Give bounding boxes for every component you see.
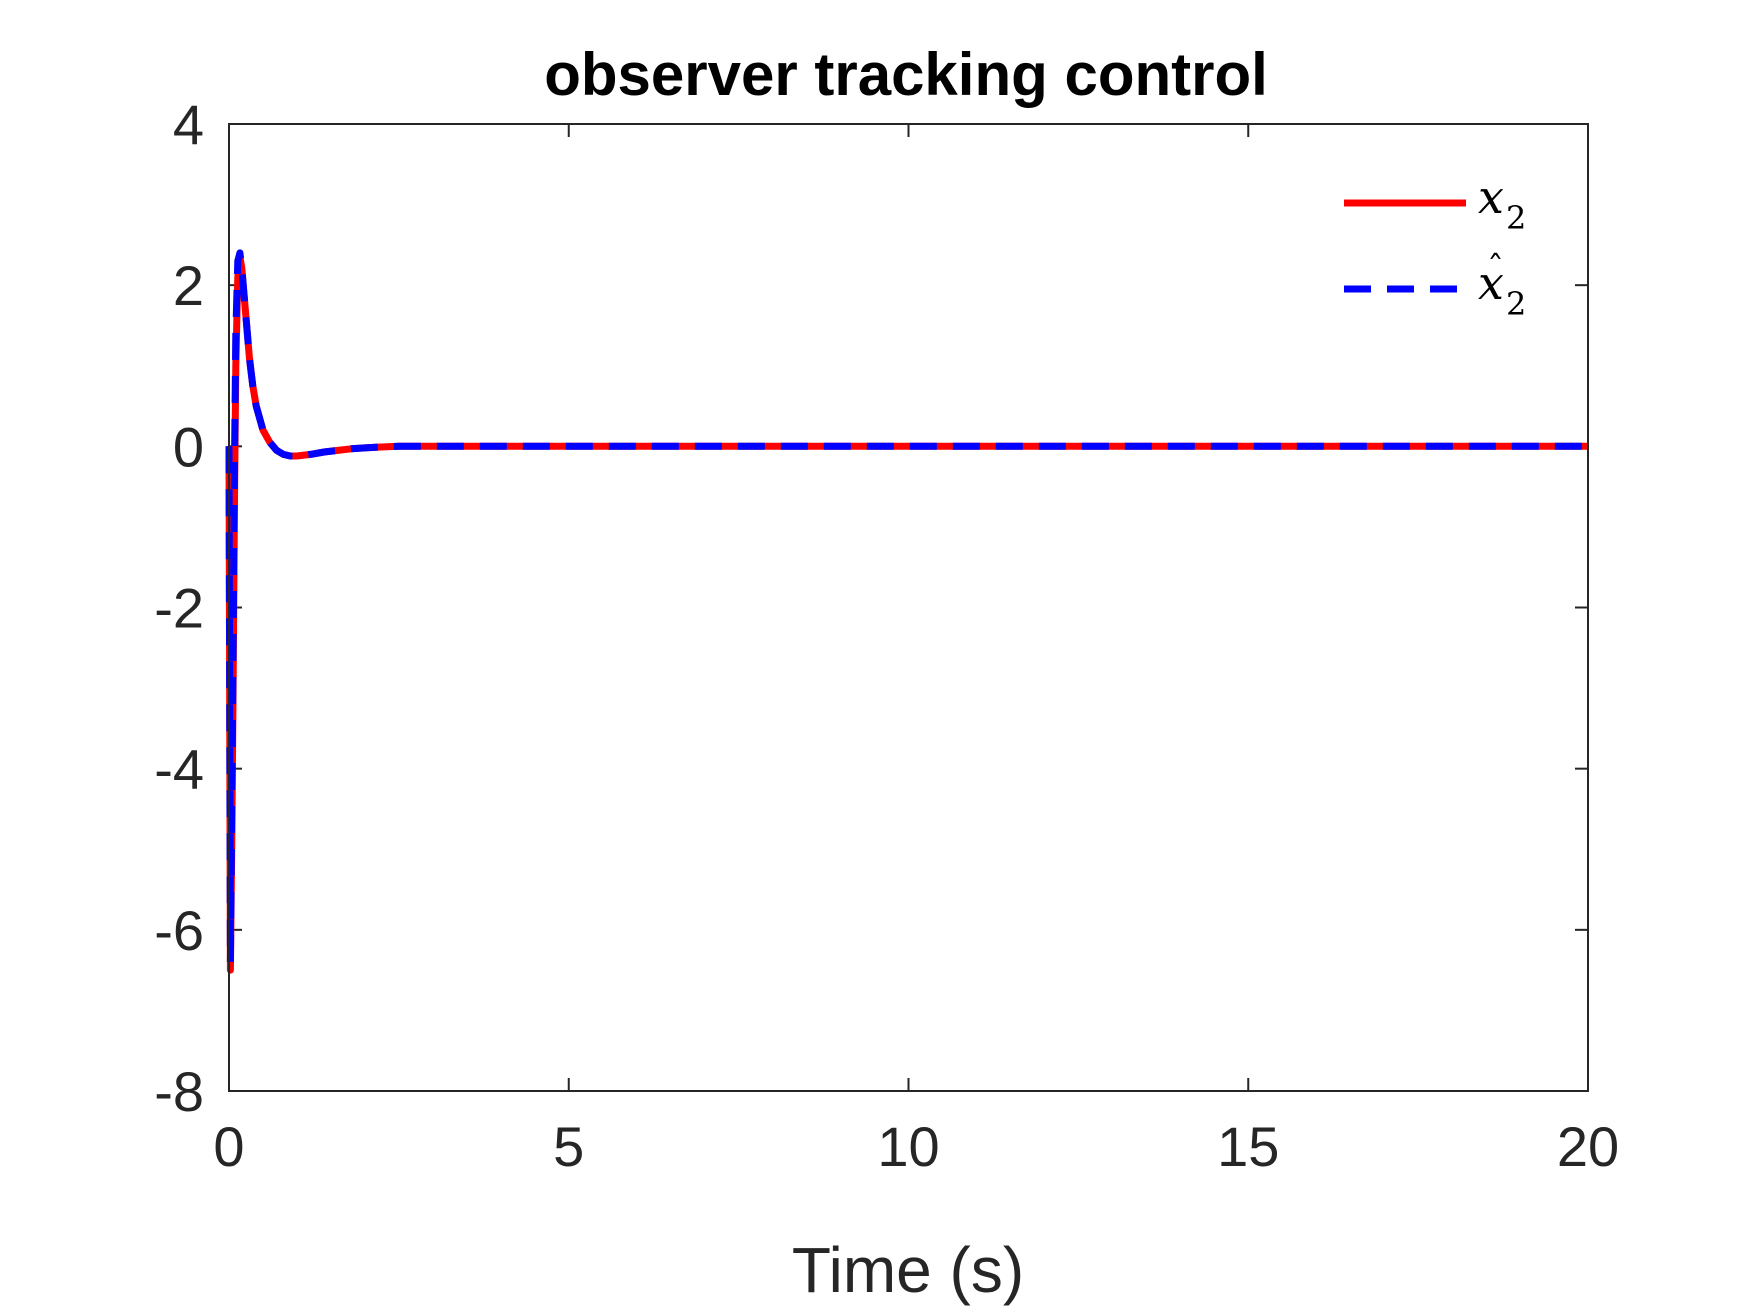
- x-tick-label: 20: [1557, 1115, 1619, 1178]
- y-tick-labels: 4 2 0 -2 -4 -6 -8: [154, 93, 204, 1123]
- y-tick-label: -6: [154, 899, 204, 962]
- legend-label: x: [1478, 256, 1504, 310]
- x-tick-label: 15: [1217, 1115, 1279, 1178]
- y-tick-label: -4: [154, 738, 204, 801]
- series-lines: [225, 249, 1588, 974]
- y-tick-label: -2: [154, 577, 204, 640]
- series-line-x2-hat: [225, 249, 1588, 966]
- x-tick-label: 10: [877, 1115, 939, 1178]
- y-tick-label: 0: [173, 415, 204, 478]
- y-tick-label: 2: [173, 254, 204, 317]
- chart-title: observer tracking control: [544, 41, 1268, 108]
- plot-area: [229, 124, 1588, 1091]
- x-tick-label: 0: [213, 1115, 244, 1178]
- x-tick-label: 5: [553, 1115, 584, 1178]
- x-axis-label: Time (s): [792, 1234, 1024, 1306]
- legend-label: x: [1478, 170, 1504, 224]
- legend-label-subscript: 2: [1506, 285, 1526, 323]
- x-tick-labels: 0 5 10 15 20: [213, 1115, 1619, 1178]
- legend-hat-accent: ˆ: [1487, 249, 1504, 289]
- y-tick-label: -8: [154, 1060, 204, 1123]
- y-tick-label: 4: [173, 93, 204, 156]
- legend-label-subscript: 2: [1506, 199, 1526, 237]
- plot-frame: [228, 123, 1589, 1092]
- legend: x 2x 2ˆ: [1344, 170, 1526, 323]
